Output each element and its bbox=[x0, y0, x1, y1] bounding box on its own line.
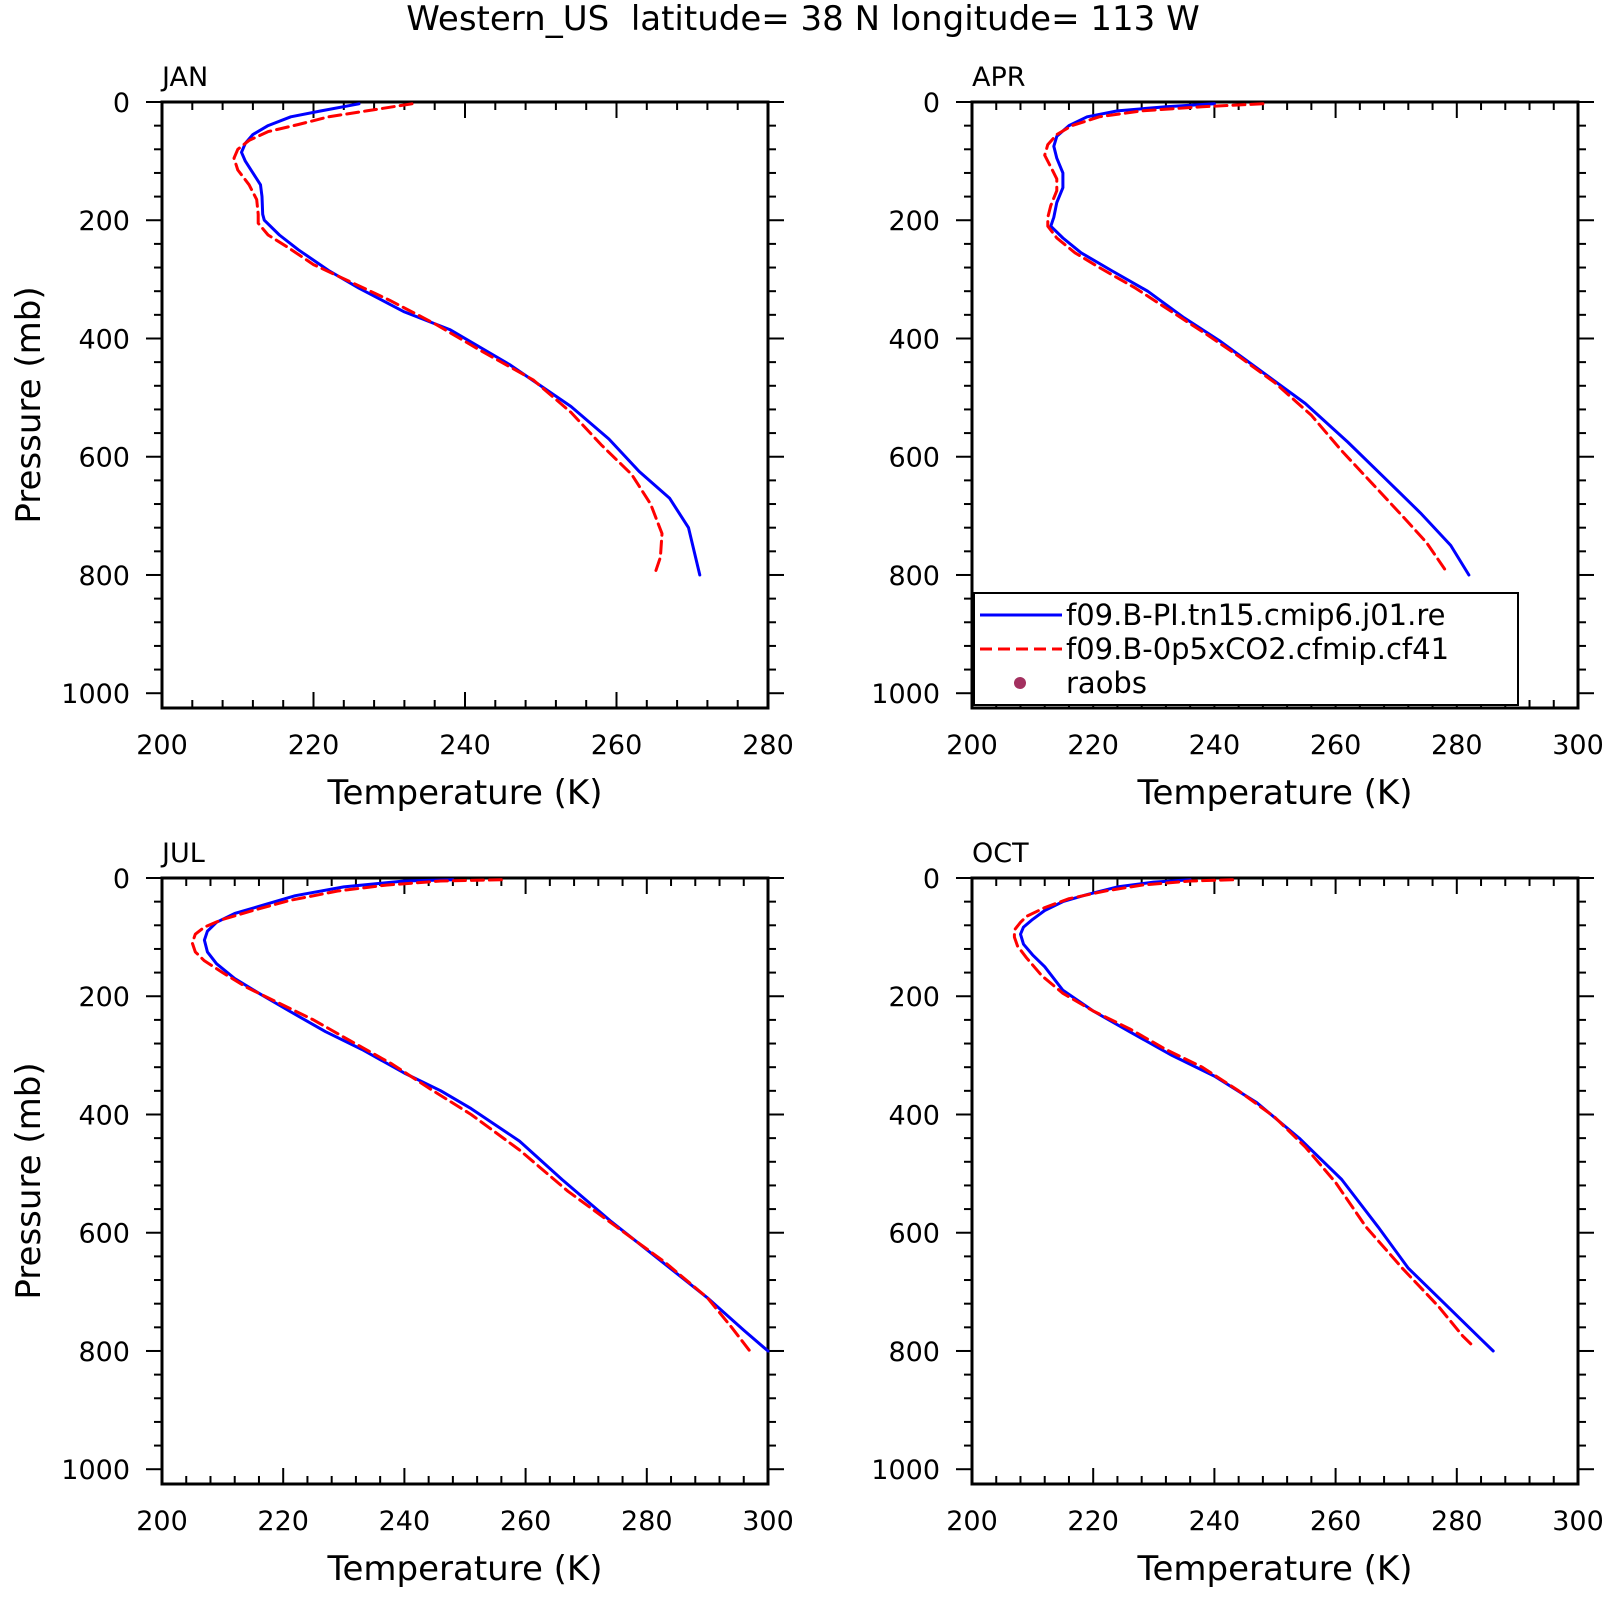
x-tick-label: 280 bbox=[1431, 1506, 1483, 1537]
panel-jul: 200 220 240 260 280 300 0 200 400 600 800 1000 JUL Te… bbox=[9, 838, 794, 1589]
x-tick-label: 300 bbox=[1552, 730, 1604, 761]
y-tick-label: 1000 bbox=[871, 1455, 940, 1486]
series-line-red bbox=[1043, 102, 1447, 571]
panel-title: JAN bbox=[160, 62, 208, 93]
x-tick-label: 220 bbox=[1067, 730, 1119, 761]
y-tick-label: 400 bbox=[78, 324, 130, 355]
x-tick-label: 260 bbox=[591, 730, 643, 761]
y-tick-label: 800 bbox=[78, 561, 130, 592]
y-tick-label: 200 bbox=[888, 982, 940, 1013]
panels: 200 220 240 260 280 0 200 400 600 800 1000 JAN Tempe… bbox=[9, 62, 1604, 1589]
series-line-red bbox=[190, 878, 752, 1353]
y-tick-label: 0 bbox=[923, 864, 940, 895]
x-tick-label: 200 bbox=[946, 1506, 998, 1537]
panel-jan: 200 220 240 260 280 0 200 400 600 800 1000 JAN Tempe… bbox=[9, 62, 794, 813]
y-tick-label: 1000 bbox=[61, 679, 130, 710]
legend-label: f09.B-0p5xCO2.cfmip.cf41 bbox=[1066, 632, 1449, 666]
x-tick-label: 240 bbox=[439, 730, 491, 761]
x-tick-label: 200 bbox=[946, 730, 998, 761]
y-tick-label: 0 bbox=[113, 88, 130, 119]
plot-frame bbox=[970, 876, 1580, 1486]
y-tick-label: 800 bbox=[78, 1337, 130, 1368]
y-tick-label: 1000 bbox=[61, 1455, 130, 1486]
x-axis-label: Temperature (K) bbox=[326, 773, 602, 813]
x-tick-label: 200 bbox=[136, 1506, 188, 1537]
y-tick-label: 200 bbox=[888, 206, 940, 237]
y-tick-label: 0 bbox=[923, 88, 940, 119]
x-tick-label: 240 bbox=[1189, 1506, 1241, 1537]
x-tick-label: 240 bbox=[1189, 730, 1241, 761]
x-tick-label: 220 bbox=[1067, 1506, 1119, 1537]
x-axis-label: Temperature (K) bbox=[1136, 773, 1412, 813]
y-axis-label: Pressure (mb) bbox=[9, 286, 49, 523]
y-tick-label: 800 bbox=[888, 561, 940, 592]
y-tick-label: 600 bbox=[888, 1219, 940, 1250]
y-tick-label: 400 bbox=[78, 1100, 130, 1131]
x-axis-label: Temperature (K) bbox=[1136, 1549, 1412, 1589]
legend-label: f09.B-PI.tn15.cmip6.j01.re bbox=[1066, 598, 1445, 632]
x-tick-label: 220 bbox=[288, 730, 340, 761]
x-tick-label: 220 bbox=[257, 1506, 309, 1537]
x-tick-label: 300 bbox=[1552, 1506, 1604, 1537]
y-tick-label: 200 bbox=[78, 206, 130, 237]
x-tick-label: 280 bbox=[742, 730, 794, 761]
x-tick-label: 280 bbox=[1431, 730, 1483, 761]
y-tick-label: 600 bbox=[78, 443, 130, 474]
x-axis-label: Temperature (K) bbox=[326, 1549, 602, 1589]
series-line-blue bbox=[1019, 878, 1495, 1353]
y-axis-label: Pressure (mb) bbox=[9, 1062, 49, 1299]
x-tick-label: 260 bbox=[500, 1506, 552, 1537]
x-tick-label: 260 bbox=[1310, 1506, 1362, 1537]
y-tick-label: 600 bbox=[888, 443, 940, 474]
x-tick-label: 300 bbox=[742, 1506, 794, 1537]
plot-frame bbox=[160, 100, 770, 710]
panel-title: APR bbox=[972, 62, 1026, 93]
x-tick-label: 260 bbox=[1310, 730, 1362, 761]
series-line-blue bbox=[240, 102, 702, 577]
panel-oct: 200 220 240 260 280 300 0 200 400 600 800 1000 OCT Te… bbox=[871, 838, 1603, 1589]
y-tick-label: 600 bbox=[78, 1219, 130, 1250]
figure-title: Western_US latitude= 38 N longitude= 113… bbox=[406, 0, 1199, 39]
y-tick-label: 800 bbox=[888, 1337, 940, 1368]
series-line-red bbox=[232, 102, 664, 577]
series-line-blue bbox=[1049, 102, 1471, 577]
panel-title: OCT bbox=[972, 838, 1029, 869]
legend-frame bbox=[973, 592, 1519, 706]
series-line-blue bbox=[202, 878, 770, 1353]
series-line-red bbox=[1012, 878, 1477, 1350]
legend-marker bbox=[1014, 677, 1026, 689]
legend: f09.B-PI.tn15.cmip6.j01.ref09.B-0p5xCO2.… bbox=[973, 592, 1519, 706]
legend-label: raobs bbox=[1066, 666, 1147, 700]
y-tick-label: 400 bbox=[888, 324, 940, 355]
panel-title: JUL bbox=[160, 838, 205, 869]
plot-frame bbox=[160, 876, 770, 1486]
y-tick-label: 0 bbox=[113, 864, 130, 895]
x-tick-label: 240 bbox=[379, 1506, 431, 1537]
x-tick-label: 280 bbox=[621, 1506, 673, 1537]
x-tick-label: 200 bbox=[136, 730, 188, 761]
y-tick-label: 200 bbox=[78, 982, 130, 1013]
y-tick-label: 1000 bbox=[871, 679, 940, 710]
plot-frame bbox=[970, 100, 1580, 710]
y-tick-label: 400 bbox=[888, 1100, 940, 1131]
